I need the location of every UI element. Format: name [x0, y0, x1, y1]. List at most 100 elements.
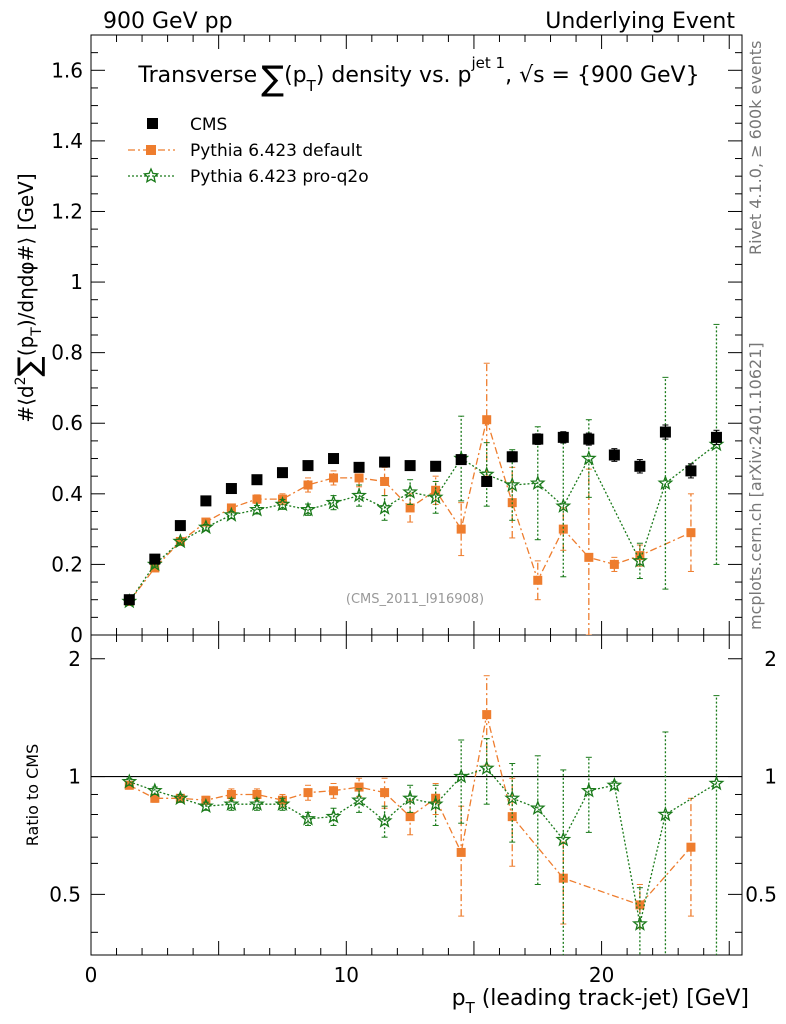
main-cms-group [123, 424, 722, 606]
title-part-1: Transverse [137, 63, 257, 88]
ratio-default-point [354, 782, 364, 792]
ratio-default-point [150, 793, 160, 803]
main-cms-point [506, 451, 518, 463]
main-default-point [380, 476, 390, 486]
legend: CMS Pythia 6.423 default Pythia 6.423 pr… [128, 115, 369, 187]
main-proq2o-point [325, 494, 342, 510]
main-proq2o-point [529, 474, 546, 490]
ratio-proq2o-point [376, 812, 393, 828]
main-default-point [329, 473, 339, 483]
ratio-proq2o-point [529, 799, 546, 815]
side-rivet-label: Rivet 4.1.0, ≥ 600k events [746, 41, 765, 255]
main-cms-point [659, 426, 671, 438]
x-tick-label: 10 [334, 963, 359, 987]
ratio-proq2o-group [121, 695, 725, 955]
ylabel-sum: ∑ [12, 356, 47, 376]
main-default-series-line [128, 417, 692, 602]
ratio-default-point [380, 788, 390, 798]
main-proq2o-point [197, 519, 214, 535]
ratio-plot-frame [90, 634, 743, 956]
main-default-point [354, 473, 364, 483]
main-default-point [456, 524, 466, 534]
main-default-point [252, 494, 262, 504]
y-axis-label-ratio: Ratio to CMS [23, 744, 42, 846]
ratio-default-point [686, 842, 696, 852]
main-cms-point [404, 460, 416, 472]
main-proq2o-group [121, 323, 725, 609]
legend-label-proq2o: Pythia 6.423 pro-q2o [190, 167, 369, 187]
ratio-y-tick-label-right: 1 [764, 765, 777, 789]
main-cms-point [583, 433, 595, 445]
main-cms-point [379, 456, 391, 468]
ratio-proq2o-series-line [129, 767, 717, 925]
ratio-proq2o-point [172, 789, 189, 806]
main-proq2o-point [351, 487, 367, 503]
main-proq2o-point [223, 506, 240, 522]
ylabel-sub: T [29, 327, 45, 337]
ratio-proq2o-point [121, 773, 138, 789]
ratio-proq2o-point [580, 782, 597, 798]
main-proq2o-point [274, 496, 291, 512]
chart-title: Transverse ∑(pT) density vs. pjet 1, √s =… [137, 54, 699, 99]
ratio-proq2o-point [555, 831, 572, 847]
ratio-proq2o-point [402, 789, 419, 806]
side-mcplots-label: mcplots.cern.ch [arXiv:2401.10621] [746, 342, 765, 630]
ratio-proq2o-point [274, 795, 291, 811]
ratio-proq2o-point [223, 795, 240, 811]
ratio-proq2o-point [631, 915, 648, 931]
ratio-y-tick-label-left: 2 [68, 647, 81, 671]
ratio-default-point [277, 795, 287, 805]
ratio-proq2o-point [606, 776, 623, 793]
ratio-proq2o-point [300, 810, 316, 826]
legend-marker-cms [147, 118, 158, 129]
main-cms-point [685, 465, 697, 477]
main-proq2o-point [300, 501, 316, 517]
main-default-point [150, 563, 160, 573]
main-cms-point [174, 520, 186, 532]
xlabel-sub: T [465, 999, 476, 1017]
ratio-proq2o-point [249, 795, 265, 811]
ratio-proq2o-point [146, 782, 163, 798]
x-tick-label: 20 [589, 963, 614, 987]
ratio-proq2o-point [504, 789, 521, 806]
main-cms-point [634, 460, 646, 472]
ratio-default-point [456, 847, 466, 857]
ratio-default-group [124, 675, 696, 929]
title-part-3: ) density vs. p [316, 63, 472, 88]
main-proq2o-series-line [128, 443, 717, 602]
ratio-default-point [405, 812, 415, 822]
y-tick-label: 0.2 [51, 552, 83, 576]
legend-label-cms: CMS [190, 115, 227, 135]
y-tick-label: 0.6 [51, 411, 83, 435]
title-sub-T: T [306, 77, 317, 95]
ratio-y-tick-label-left: 1 [68, 765, 81, 789]
ratio-default-point [252, 789, 262, 799]
ratio-proq2o-point [325, 808, 342, 824]
main-cms-point [149, 553, 161, 565]
main-cms-point [200, 495, 212, 507]
main-default-point [405, 503, 415, 513]
main-cms-point [481, 475, 493, 487]
main-proq2o-point [376, 499, 393, 515]
main-proq2o-point [402, 483, 419, 499]
legend-label-default: Pythia 6.423 default [190, 141, 363, 161]
y-tick-label: 1.6 [51, 58, 83, 82]
main-cms-point [557, 431, 569, 443]
main-default-point [609, 559, 619, 569]
ylabel-part-b: (p [14, 336, 38, 357]
main-cms-point [532, 433, 544, 445]
main-cms-point [225, 483, 237, 495]
legend-marker-proq2o [142, 167, 160, 184]
main-proq2o-point [504, 476, 521, 492]
main-cms-point [302, 460, 314, 472]
ylabel-part-c: )/dηdφ#⟩ [GeV] [14, 173, 38, 327]
y-axis-label-main: #⟨d2∑(pT)/dηdφ#⟩ [GeV] [12, 173, 47, 422]
x-axis-label: pT (leading track-jet) [GeV] [452, 986, 749, 1017]
main-default-point [533, 575, 543, 585]
header-right: Underlying Event [545, 9, 735, 34]
main-cms-point [353, 461, 365, 473]
main-proq2o-point [657, 474, 674, 490]
ratio-proq2o-point [351, 791, 367, 807]
ratio-y-tick-label-right: 2 [764, 647, 777, 671]
